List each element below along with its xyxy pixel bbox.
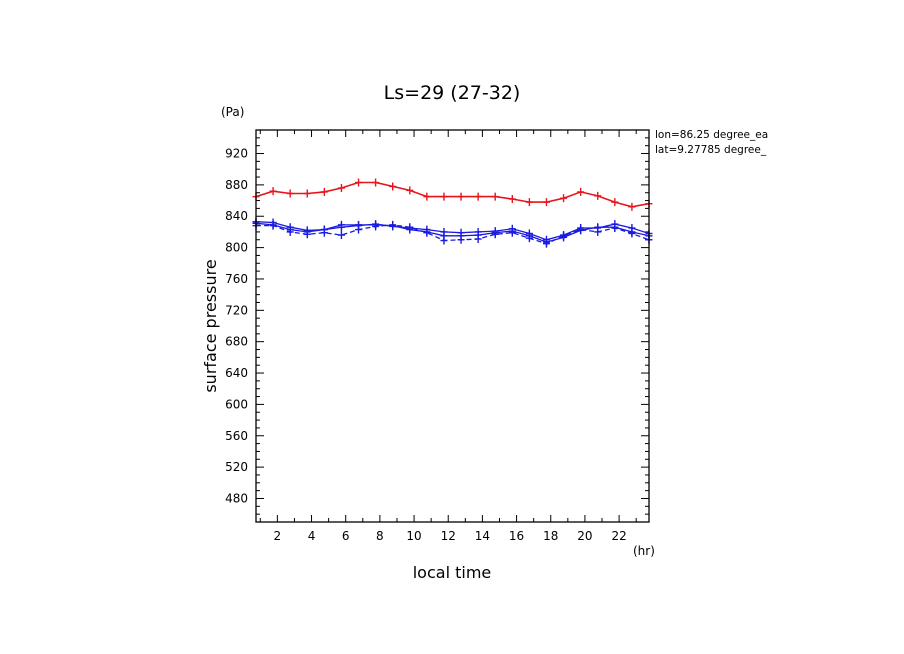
y-tick-label: 560 [225,429,248,443]
x-tick-label: 6 [342,529,350,543]
x-tick-label: 2 [274,529,282,543]
series-0-point [389,182,397,191]
series-0-point [628,202,636,211]
x-tick-label: 18 [543,529,558,543]
x-axis-label: local time [413,563,492,582]
series-0-point [508,194,516,203]
x-tick-label: 14 [475,529,490,543]
series-3-point [474,234,482,243]
series-0-point [337,184,345,193]
series-0-point [303,189,311,198]
y-tick-label: 600 [225,397,248,411]
y-tick-label: 680 [225,335,248,349]
series-0-point [269,187,277,196]
series-3-point [355,225,363,234]
series-3-point [491,230,499,239]
series-3-point [372,222,380,231]
y-tick-label: 640 [225,366,248,380]
annotation-lon: lon=86.25 degree_ea [655,129,768,141]
y-tick-label: 840 [225,209,248,223]
series-3-point [337,231,345,240]
series-3-point [577,225,585,234]
series-0-point [440,192,448,201]
series-0-point [457,192,465,201]
axis-ticks: 2 4 6 8 10 12 14 16 18 20 22 480 520 560 600 640 680 720 7… [225,130,649,543]
series-0-point [542,198,550,207]
series-0-point [577,187,585,196]
series-0-point [320,187,328,196]
series-0-point [611,198,619,207]
series-3-point [406,223,414,232]
y-tick-label: 720 [225,303,248,317]
x-tick-label: 8 [376,529,384,543]
chart-title: Ls=29 (27-32) [384,82,521,104]
series-group [252,178,653,248]
series-0-point [355,178,363,187]
annotation-lat: lat=9.27785 degree_ [655,144,767,156]
series-3-point [560,231,568,240]
series-3-point [542,239,550,248]
series-0-point [372,178,380,187]
plot-frame [255,129,650,523]
series-3-point [611,224,619,232]
y-axis-label: surface pressure [201,259,220,392]
x-unit-label: (hr) [633,544,655,558]
series-0-point [560,194,568,203]
series-0-point [406,186,414,195]
series-3-point [525,234,533,243]
series-3-point [423,228,431,237]
series-0-point [525,198,533,207]
y-tick-label: 760 [225,272,248,286]
series-0-point [423,192,431,201]
series-0-point [474,192,482,201]
y-tick-label: 800 [225,241,248,255]
y-unit-label: (Pa) [221,105,244,119]
x-tick-label: 16 [509,529,524,543]
series-0-point [594,191,602,200]
x-tick-label: 20 [577,529,592,543]
series-3-point [389,220,397,229]
y-tick-label: 920 [225,147,248,161]
series-3-point [320,228,328,237]
y-tick-label: 520 [225,460,248,474]
series-3-point [269,221,277,230]
series-3-point [457,235,465,244]
series-3-point [440,236,448,245]
series-3-point [303,230,311,239]
x-tick-label: 10 [406,529,421,543]
series-2-point [337,220,345,229]
series-3-point [508,228,516,237]
series-3-point [594,227,602,236]
series-3-point [286,227,294,236]
x-tick-label: 22 [611,529,626,543]
series-0-point [491,192,499,201]
x-tick-label: 12 [441,529,456,543]
series-3-point [628,229,636,238]
y-tick-label: 880 [225,178,248,192]
x-tick-label: 4 [308,529,316,543]
series-0-point [286,189,294,198]
y-tick-label: 480 [225,491,248,505]
series-line-0 [255,181,650,208]
